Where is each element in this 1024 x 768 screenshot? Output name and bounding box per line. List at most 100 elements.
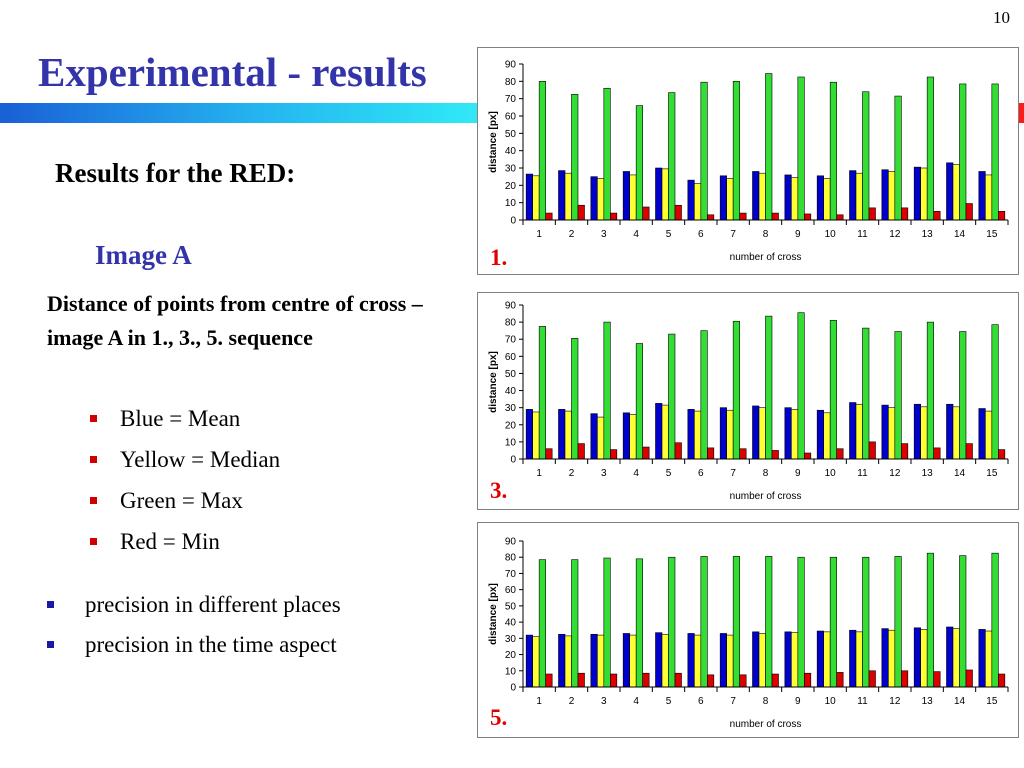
bar-min [610,212,618,221]
bar-max [765,315,773,460]
bar-min [545,448,553,460]
x-tick-label: 2 [569,696,575,707]
x-tick-label: 9 [795,229,801,240]
bar-median [661,404,669,460]
square-bullet-icon [47,641,54,648]
bar-mean [655,632,663,688]
bar-min [707,214,715,221]
x-tick-label: 7 [730,696,736,707]
bar-min [901,207,909,221]
bar-min [804,672,812,688]
bar-min [901,443,909,460]
bar-mean [849,629,857,688]
bar-max [538,326,546,460]
legend-item-max: Green = Max [90,480,280,521]
bar-max [765,556,773,688]
x-tick-label: 12 [889,696,901,707]
bar-max [862,91,870,221]
bar-median [888,629,896,688]
x-tick-label: 14 [954,696,966,707]
x-tick-label: 2 [569,468,575,479]
notes-list: precision in different places precision … [47,588,347,668]
x-tick-label: 4 [633,229,639,240]
bar-min [965,669,973,688]
bar-mean [622,412,630,460]
note-text: precision in the time aspect [85,632,337,657]
y-tick-label: 40 [505,146,517,157]
bar-median [855,172,863,221]
bar-max [797,556,805,688]
x-tick-label: 10 [825,468,837,479]
x-tick-label: 4 [633,696,639,707]
bar-min [577,443,585,460]
bar-min [642,446,650,460]
y-tick-label: 50 [505,369,517,380]
bar-mean [719,175,727,221]
bar-mean [558,170,566,221]
x-tick-label: 9 [795,696,801,707]
bar-chart-sequence-1: 0 10 20 30 40 50 60 70 80 90 1 2 3 4 5 6 7 8 9 10 11 12 13 14 15… [477,47,1019,275]
bar-min [965,443,973,460]
bar-max [571,94,579,221]
bar-median [823,631,831,688]
bar-median [791,632,799,688]
x-tick-label: 11 [857,229,868,240]
y-tick-label: 10 [505,666,517,677]
y-tick-label: 70 [505,569,517,580]
bar-min [868,670,876,688]
x-tick-label: 6 [698,468,704,479]
bar-median [888,407,896,460]
bar-mean [525,173,533,221]
bar-max [991,83,999,221]
y-tick-label: 20 [505,181,517,192]
bar-max [603,321,611,460]
bar-mean [719,633,727,688]
bar-mean [881,404,889,460]
y-tick-label: 40 [505,386,517,397]
bar-max [991,324,999,460]
legend-item-min: Red = Min [90,521,280,562]
square-bullet-icon [90,456,97,463]
bar-max [926,321,934,460]
note-text: precision in different places [85,592,341,617]
bar-min [545,212,553,221]
bar-median [597,178,605,221]
bar-median [888,171,896,221]
bar-max [700,81,708,221]
bar-mean [752,405,760,460]
y-tick-label: 70 [505,94,517,105]
bar-mean [816,630,824,688]
bar-max [668,92,676,221]
x-tick-label: 11 [857,468,868,479]
bar-min [739,674,747,688]
bar-median [985,174,993,221]
x-tick-label: 8 [763,468,769,479]
bar-mean [978,171,986,221]
bar-min [836,672,844,688]
bar-median [597,634,605,688]
bar-median [532,636,540,688]
bar-min [771,450,779,460]
bar-chart-sequence-5: 0 10 20 30 40 50 60 70 80 90 1 2 3 4 5 6 7 8 9 10 11 12 13 14 15… [477,522,1019,738]
bar-min [836,214,844,221]
image-label: Image A [95,240,192,270]
bar-median [952,628,960,688]
bar-mean [719,407,727,460]
bar-min [642,206,650,221]
x-tick-label: 5 [666,696,672,707]
note-item: precision in different places [47,588,347,621]
bar-median [661,633,669,688]
bar-mean [784,407,792,460]
bar-min [933,671,941,688]
bar-mean [590,176,598,221]
bar-max [959,83,967,221]
bar-mean [978,629,986,688]
bar-mean [525,634,533,688]
x-axis-title: number of cross [730,252,802,263]
x-tick-label: 13 [922,468,934,479]
bar-max [894,331,902,460]
x-tick-label: 1 [536,229,542,240]
y-tick-label: 50 [505,601,517,612]
bar-mean [525,409,533,460]
